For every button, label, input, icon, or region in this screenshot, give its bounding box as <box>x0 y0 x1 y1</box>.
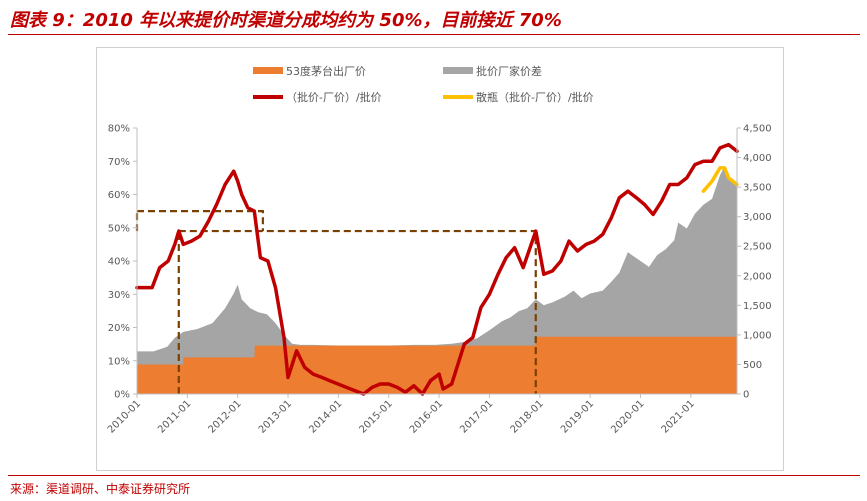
x-tick-label: 2013-01 <box>257 398 294 435</box>
x-tick-label: 2012-01 <box>206 398 243 435</box>
source-divider <box>8 475 860 476</box>
y-right-tick-label: 500 <box>743 360 762 371</box>
legend-label-factory-price: 53度茅台出厂价 <box>286 64 366 78</box>
ratio-line <box>135 142 739 396</box>
y-left-tick-label: 40% <box>108 257 130 268</box>
y-right-tick-label: 3,500 <box>743 183 772 194</box>
x-tick-label: 2019-01 <box>559 398 596 435</box>
chart-frame <box>96 47 784 471</box>
y-right-tick-label: 2,000 <box>743 271 772 282</box>
y-right-tick-label: 4,000 <box>743 153 772 164</box>
x-tick-label: 2017-01 <box>458 398 495 435</box>
y-left-tick-label: 80% <box>108 124 130 135</box>
x-tick-label: 2018-01 <box>509 398 546 435</box>
y-left-tick-label: 70% <box>108 157 130 168</box>
dashed-box-1 <box>135 210 264 232</box>
figure-title: 图表 9：2010 年以来提价时渠道分成均约为 50%，目前接近 70% <box>10 10 562 31</box>
y-left-tick-label: 10% <box>108 356 130 367</box>
y-left-tick-label: 0% <box>114 390 130 401</box>
y-right-tick-label: 1,000 <box>743 330 772 341</box>
y-right-tick-label: 2,500 <box>743 242 772 253</box>
source-note: 来源：渠道调研、中泰证券研究所 <box>10 482 191 496</box>
legend-swatch-wholesale-gap <box>443 67 473 74</box>
y-right-tick-label: 0 <box>743 390 749 401</box>
plot-area: 0% 10% 20% 30% 40% 50% 60% 70% 80% 0 500 1,000 1,500… <box>106 124 772 436</box>
y-right-tick-label: 3,000 <box>743 212 772 223</box>
y-left-tick-label: 30% <box>108 290 130 301</box>
legend-label-wholesale-gap: 批价厂家价差 <box>476 64 542 78</box>
bulk-ratio-line <box>701 166 739 193</box>
y-right-tick-label: 4,500 <box>743 124 772 135</box>
x-tick-label: 2021-01 <box>660 398 697 435</box>
y-left-tick-label: 50% <box>108 223 130 234</box>
legend-label-ratio-line: （批价-厂价）/批价 <box>286 90 382 104</box>
legend-swatch-factory-price <box>253 67 283 74</box>
y-left-tick-label: 20% <box>108 323 130 334</box>
x-tick-label: 2016-01 <box>408 398 445 435</box>
y-right-tick-label: 1,500 <box>743 301 772 312</box>
x-tick-label: 2011-01 <box>156 398 193 435</box>
y-left-tick-label: 60% <box>108 190 130 201</box>
chart-legend: 53度茅台出厂价 批价厂家价差 （批价-厂价）/批价 散瓶（批价-厂价）/批价 <box>253 64 594 104</box>
x-tick-label: 2010-01 <box>106 398 143 435</box>
x-tick-label: 2014-01 <box>307 398 344 435</box>
x-tick-label: 2020-01 <box>609 398 646 435</box>
legend-label-bulk-ratio-line: 散瓶（批价-厂价）/批价 <box>476 90 594 104</box>
title-divider <box>8 34 860 35</box>
x-tick-label: 2015-01 <box>358 398 395 435</box>
